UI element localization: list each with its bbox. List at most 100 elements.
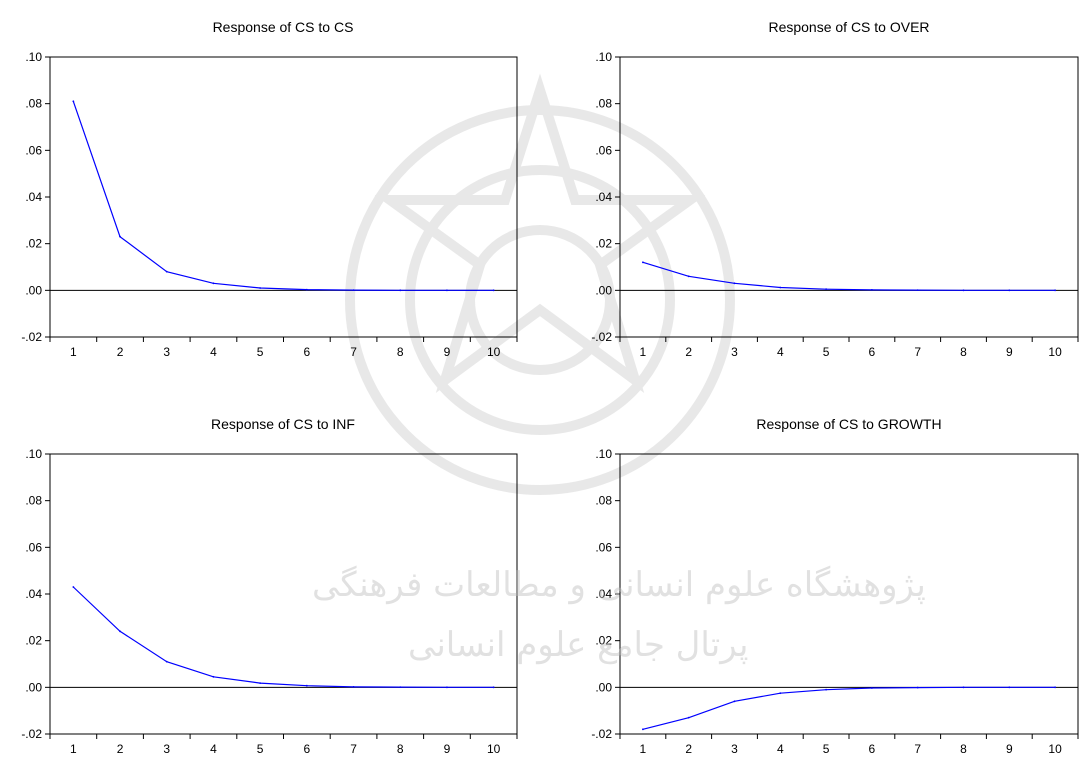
data-point: [1054, 289, 1056, 292]
y-tick-label: -.02: [21, 727, 42, 741]
x-tick-label: 10: [1048, 742, 1062, 756]
x-tick-label: 1: [70, 742, 77, 756]
data-point: [1008, 686, 1011, 689]
response-line: [72, 586, 494, 688]
y-tick-label: .00: [595, 283, 612, 297]
x-tick-label: 9: [1006, 345, 1013, 359]
x-tick-label: 7: [914, 742, 921, 756]
x-tick-label: 8: [960, 345, 967, 359]
data-point: [305, 684, 308, 687]
x-tick-label: 4: [777, 742, 784, 756]
data-point: [687, 716, 690, 719]
chart-title: Response of CS to GROWTH: [756, 416, 941, 432]
x-tick-label: 6: [869, 345, 876, 359]
y-tick-label: .00: [595, 680, 612, 694]
data-point: [259, 682, 262, 685]
x-tick-label: 5: [257, 345, 264, 359]
data-point: [352, 289, 355, 291]
data-point: [733, 282, 736, 285]
y-tick-label: .08: [595, 97, 612, 111]
data-point: [72, 586, 75, 588]
data-point: [962, 686, 965, 689]
x-tick-label: 5: [257, 742, 264, 756]
watermark-emblem: [345, 73, 735, 495]
chart-title: Response of CS to INF: [211, 416, 355, 432]
x-tick-label: 5: [823, 345, 830, 359]
data-point: [212, 282, 215, 285]
y-tick-label: .04: [25, 190, 42, 204]
data-point: [446, 686, 448, 689]
data-point: [779, 286, 782, 289]
data-point: [687, 275, 690, 278]
y-tick-label: .10: [595, 447, 612, 461]
y-tick-label: .00: [25, 283, 42, 297]
data-point: [916, 289, 919, 291]
data-point: [165, 270, 168, 273]
data-point: [962, 289, 965, 292]
x-tick-label: 2: [685, 742, 692, 756]
x-tick-label: 1: [70, 345, 77, 359]
x-tick-label: 8: [397, 345, 404, 359]
x-tick-label: 7: [350, 345, 357, 359]
chart-title: Response of CS to OVER: [768, 19, 929, 35]
x-tick-label: 3: [163, 742, 170, 756]
y-tick-label: .02: [25, 634, 42, 648]
x-tick-label: 4: [210, 742, 217, 756]
x-tick-label: 3: [163, 345, 170, 359]
y-tick-label: .06: [595, 143, 612, 157]
x-tick-label: 4: [777, 345, 784, 359]
data-point: [825, 288, 827, 291]
data-point: [642, 728, 644, 731]
x-tick-label: 9: [444, 345, 451, 359]
x-tick-label: 8: [960, 742, 967, 756]
data-point: [825, 688, 827, 691]
y-tick-label: .04: [25, 587, 42, 601]
x-tick-label: 10: [487, 345, 501, 359]
chart-title: Response of CS to CS: [213, 19, 354, 35]
x-tick-label: 8: [397, 742, 404, 756]
y-tick-label: .10: [25, 50, 42, 64]
y-tick-label: .02: [595, 237, 612, 251]
x-tick-label: 5: [823, 742, 830, 756]
data-point: [259, 287, 262, 289]
y-tick-label: .06: [25, 143, 42, 157]
data-point: [212, 675, 215, 678]
data-point: [305, 288, 308, 291]
y-tick-label: .04: [595, 587, 612, 601]
x-tick-label: 1: [640, 345, 647, 359]
x-tick-label: 2: [117, 742, 124, 756]
x-tick-label: 10: [1048, 345, 1062, 359]
y-tick-label: .04: [595, 190, 612, 204]
y-tick-label: .02: [595, 634, 612, 648]
y-tick-label: .06: [25, 540, 42, 554]
x-tick-label: 6: [304, 742, 311, 756]
data-point: [165, 660, 168, 663]
data-point: [1054, 686, 1056, 689]
response-line: [642, 261, 1056, 291]
x-tick-label: 9: [1006, 742, 1013, 756]
y-tick-label: -.02: [591, 330, 612, 344]
data-point: [446, 289, 448, 292]
data-point: [119, 235, 121, 238]
y-tick-label: .10: [25, 447, 42, 461]
chart-panel-2: Response of CS to OVER .10 .08 .06 .04 .02 .00…: [591, 19, 1079, 359]
watermark-text-line2: پرتال جامع علوم انسانی: [408, 625, 749, 665]
data-point: [871, 687, 873, 689]
data-point: [871, 288, 873, 291]
response-line: [72, 101, 494, 291]
y-tick-label: .08: [25, 494, 42, 508]
x-tick-label: 4: [210, 345, 217, 359]
watermark-text-line1: پژوهشگاه علوم انسانی و مطالعات فرهنگی: [312, 565, 926, 605]
data-point: [352, 685, 355, 688]
chart-panel-3: Response of CS to INF .10 .08 .06 .04 .02 .00 -…: [21, 416, 518, 756]
x-tick-label: 3: [731, 742, 738, 756]
data-point: [72, 100, 75, 103]
x-tick-label: 3: [731, 345, 738, 359]
x-tick-label: 2: [117, 345, 124, 359]
data-point: [399, 289, 402, 292]
data-point: [733, 700, 736, 703]
x-tick-label: 6: [304, 345, 311, 359]
data-point: [916, 686, 919, 689]
chart-panel-1: Response of CS to CS .10 .08 .06 .04 .02 .00 -.…: [21, 19, 518, 359]
